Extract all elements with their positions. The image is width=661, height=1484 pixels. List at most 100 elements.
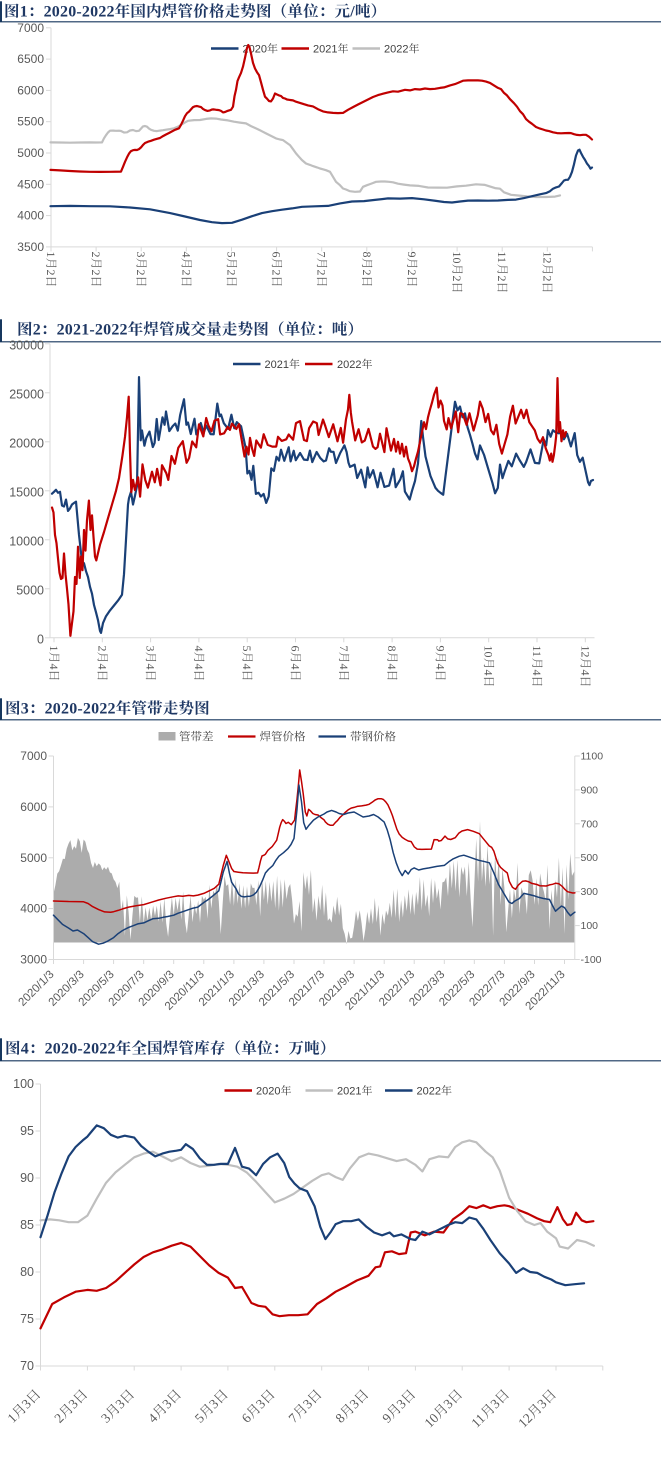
svg-text:4: 4 xyxy=(385,664,399,670)
svg-text:10: 10 xyxy=(482,646,496,658)
svg-text:3000: 3000 xyxy=(20,953,47,967)
svg-text:3: 3 xyxy=(66,1396,82,1412)
svg-text:7: 7 xyxy=(315,252,329,258)
svg-text:30000: 30000 xyxy=(9,338,44,352)
svg-text:2: 2 xyxy=(179,270,193,276)
svg-text:5500: 5500 xyxy=(17,115,44,129)
svg-text:2: 2 xyxy=(89,270,103,276)
svg-text:100: 100 xyxy=(13,1077,34,1091)
svg-text:3: 3 xyxy=(98,1410,114,1426)
svg-text:1: 1 xyxy=(44,252,58,258)
svg-text:3: 3 xyxy=(19,1396,35,1412)
svg-text:3: 3 xyxy=(112,1396,128,1412)
svg-text:4: 4 xyxy=(47,664,61,670)
svg-text:4: 4 xyxy=(433,664,447,670)
svg-text:4: 4 xyxy=(482,670,496,676)
svg-text:15000: 15000 xyxy=(9,485,44,499)
svg-text:3: 3 xyxy=(206,1396,222,1412)
svg-text:11: 11 xyxy=(468,1411,488,1431)
svg-text:12: 12 xyxy=(578,646,592,658)
svg-text:12: 12 xyxy=(540,252,554,264)
svg-text:6000: 6000 xyxy=(20,800,47,814)
svg-text:2: 2 xyxy=(95,646,109,652)
svg-text:2: 2 xyxy=(225,270,239,276)
svg-text:9: 9 xyxy=(433,646,447,652)
svg-text:7000: 7000 xyxy=(20,749,47,763)
svg-text:2: 2 xyxy=(360,270,374,276)
svg-text:20000: 20000 xyxy=(9,436,44,450)
svg-text:3: 3 xyxy=(534,1396,550,1412)
svg-text:7: 7 xyxy=(286,1410,302,1426)
svg-text:-100: -100 xyxy=(581,954,602,966)
svg-text:11: 11 xyxy=(530,646,544,658)
svg-text:8: 8 xyxy=(385,646,399,652)
svg-text:9: 9 xyxy=(405,252,419,258)
svg-text:3: 3 xyxy=(440,1396,456,1412)
svg-text:3: 3 xyxy=(253,1396,269,1412)
svg-text:6000: 6000 xyxy=(17,83,44,97)
svg-text:4: 4 xyxy=(578,670,592,676)
svg-text:2: 2 xyxy=(450,276,464,282)
svg-text:80: 80 xyxy=(20,1265,34,1279)
svg-text:4: 4 xyxy=(289,664,303,670)
svg-text:900: 900 xyxy=(581,784,599,796)
svg-text:300: 300 xyxy=(581,886,599,898)
svg-text:4500: 4500 xyxy=(17,177,44,191)
svg-text:85: 85 xyxy=(20,1218,34,1232)
svg-text:5000: 5000 xyxy=(17,146,44,160)
svg-text:2: 2 xyxy=(134,270,148,276)
svg-text:2021: 2021 xyxy=(265,359,289,371)
svg-text:2021-2022: 2021-2022 xyxy=(57,322,128,339)
svg-text:11: 11 xyxy=(495,252,509,264)
svg-text:6500: 6500 xyxy=(17,52,44,66)
svg-text:3: 3 xyxy=(300,1396,316,1412)
svg-text:4: 4 xyxy=(95,664,109,670)
svg-text:8: 8 xyxy=(360,252,374,258)
svg-text:3: 3 xyxy=(134,252,148,258)
svg-text:6: 6 xyxy=(289,646,303,652)
svg-text:4: 4 xyxy=(192,646,206,652)
svg-text:4000: 4000 xyxy=(17,209,44,223)
svg-text:4: 4 xyxy=(179,252,193,258)
svg-text:1: 1 xyxy=(47,646,61,652)
svg-text:4: 4 xyxy=(240,664,254,670)
svg-text:2: 2 xyxy=(405,270,419,276)
svg-text:8: 8 xyxy=(332,1410,348,1426)
svg-text:2022: 2022 xyxy=(384,44,408,56)
svg-text:1: 1 xyxy=(20,4,28,21)
svg-text:2: 2 xyxy=(89,252,103,258)
svg-text:2021: 2021 xyxy=(313,44,337,56)
svg-text:2: 2 xyxy=(315,270,329,276)
svg-text:2020-2022: 2020-2022 xyxy=(45,1041,116,1058)
svg-text:2020-2022: 2020-2022 xyxy=(45,701,116,718)
svg-text:2020: 2020 xyxy=(256,1086,280,1098)
svg-text:2: 2 xyxy=(33,322,41,339)
svg-text:2: 2 xyxy=(540,276,554,282)
svg-text:6: 6 xyxy=(239,1410,255,1426)
svg-text:3: 3 xyxy=(21,701,29,718)
svg-text:10000: 10000 xyxy=(9,534,44,548)
svg-text:5000: 5000 xyxy=(20,851,47,865)
svg-text:5000: 5000 xyxy=(16,583,44,597)
svg-text:3500: 3500 xyxy=(17,240,44,254)
svg-text:4: 4 xyxy=(144,664,158,670)
svg-text:700: 700 xyxy=(581,818,599,830)
svg-text:3: 3 xyxy=(394,1396,410,1412)
svg-text:6: 6 xyxy=(270,252,284,258)
svg-text:1100: 1100 xyxy=(581,751,604,763)
svg-text:4: 4 xyxy=(530,670,544,676)
svg-text:3: 3 xyxy=(159,1396,175,1412)
svg-text:5: 5 xyxy=(225,252,239,258)
svg-text:7: 7 xyxy=(337,646,351,652)
svg-text:4000: 4000 xyxy=(20,902,47,916)
svg-text:3: 3 xyxy=(144,646,158,652)
svg-text:4: 4 xyxy=(145,1410,161,1426)
svg-text:500: 500 xyxy=(581,852,599,864)
svg-text:2: 2 xyxy=(44,270,58,276)
svg-text:2: 2 xyxy=(495,276,509,282)
svg-text:12: 12 xyxy=(515,1410,535,1430)
svg-text:90: 90 xyxy=(20,1171,34,1185)
svg-text:5: 5 xyxy=(240,646,254,652)
svg-text:2: 2 xyxy=(270,270,284,276)
svg-text:10: 10 xyxy=(450,252,464,264)
